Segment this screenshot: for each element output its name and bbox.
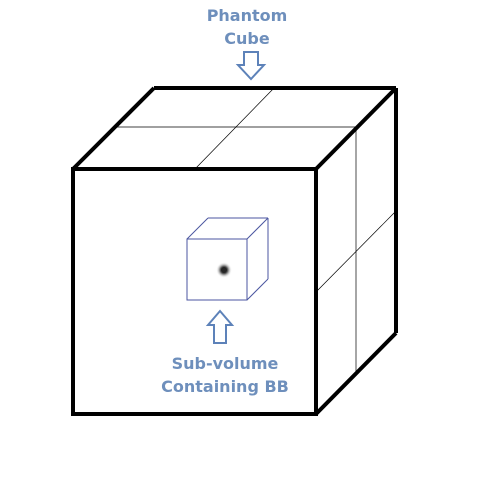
phantom-label-line2: Cube xyxy=(224,29,270,48)
phantom-label-line1: Phantom xyxy=(206,6,288,25)
phantom-cube-outline xyxy=(71,86,398,416)
right-face-grid xyxy=(315,127,397,372)
subvolume-label: Sub-volume Containing BB xyxy=(150,352,300,398)
up-arrow-icon xyxy=(205,309,235,344)
phantom-cube-label: Phantom Cube xyxy=(187,4,307,50)
subvolume-cube xyxy=(186,217,269,301)
bb-marker-core xyxy=(221,267,227,273)
down-arrow-icon xyxy=(235,51,267,81)
subvolume-label-line1: Sub-volume xyxy=(171,354,279,373)
top-face-grid xyxy=(114,87,356,170)
subvolume-label-line2: Containing BB xyxy=(161,377,289,396)
